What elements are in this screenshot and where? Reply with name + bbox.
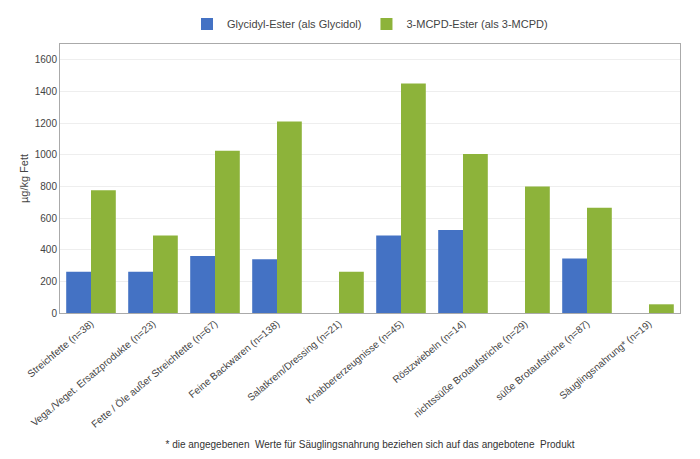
svg-text:1000: 1000 (35, 149, 58, 160)
svg-text:3-MCPD-Ester (als 3-MCPD): 3-MCPD-Ester (als 3-MCPD) (406, 18, 547, 30)
svg-text:* die angegebenen Werte für S: * die angegebenen Werte für Säuglingsnah… (165, 439, 574, 450)
svg-text:1200: 1200 (35, 118, 58, 129)
svg-text:Vega./Veget. Ersatzprodukte (n: Vega./Veget. Ersatzprodukte (n=23) (29, 318, 158, 428)
svg-text:Knabbererzeugnisse (n=45): Knabbererzeugnisse (n=45) (304, 318, 406, 406)
svg-text:Feine Backwaren (n=138): Feine Backwaren (n=138) (186, 318, 281, 400)
svg-text:800: 800 (40, 181, 57, 192)
svg-text:nichtssüße Brotaufstriche (n=2: nichtssüße Brotaufstriche (n=29) (412, 318, 530, 420)
svg-text:0: 0 (51, 308, 57, 319)
svg-text:Salatkrem/Dressing (n=21): Salatkrem/Dressing (n=21) (245, 318, 343, 403)
svg-text:200: 200 (40, 276, 57, 287)
svg-text:Glycidyl-Ester (als Glycidol): Glycidyl-Ester (als Glycidol) (227, 18, 361, 30)
svg-text:µg/kg Fett: µg/kg Fett (18, 154, 30, 203)
svg-text:süße Brotaufstriche (n=87): süße Brotaufstriche (n=87) (494, 318, 592, 403)
svg-text:1600: 1600 (35, 54, 58, 65)
svg-text:Röstzwiebeln (n=14): Röstzwiebeln (n=14) (390, 318, 467, 385)
svg-text:600: 600 (40, 213, 57, 224)
svg-text:Streichfette (n=38): Streichfette (n=38) (25, 318, 95, 379)
svg-text:1400: 1400 (35, 86, 58, 97)
svg-text:Fette / Öle außer Streichfette: Fette / Öle außer Streichfette (n=67) (89, 318, 219, 430)
svg-text:Säuglingsnahrung* (n=19): Säuglingsnahrung* (n=19) (557, 318, 653, 401)
svg-text:400: 400 (40, 244, 57, 255)
